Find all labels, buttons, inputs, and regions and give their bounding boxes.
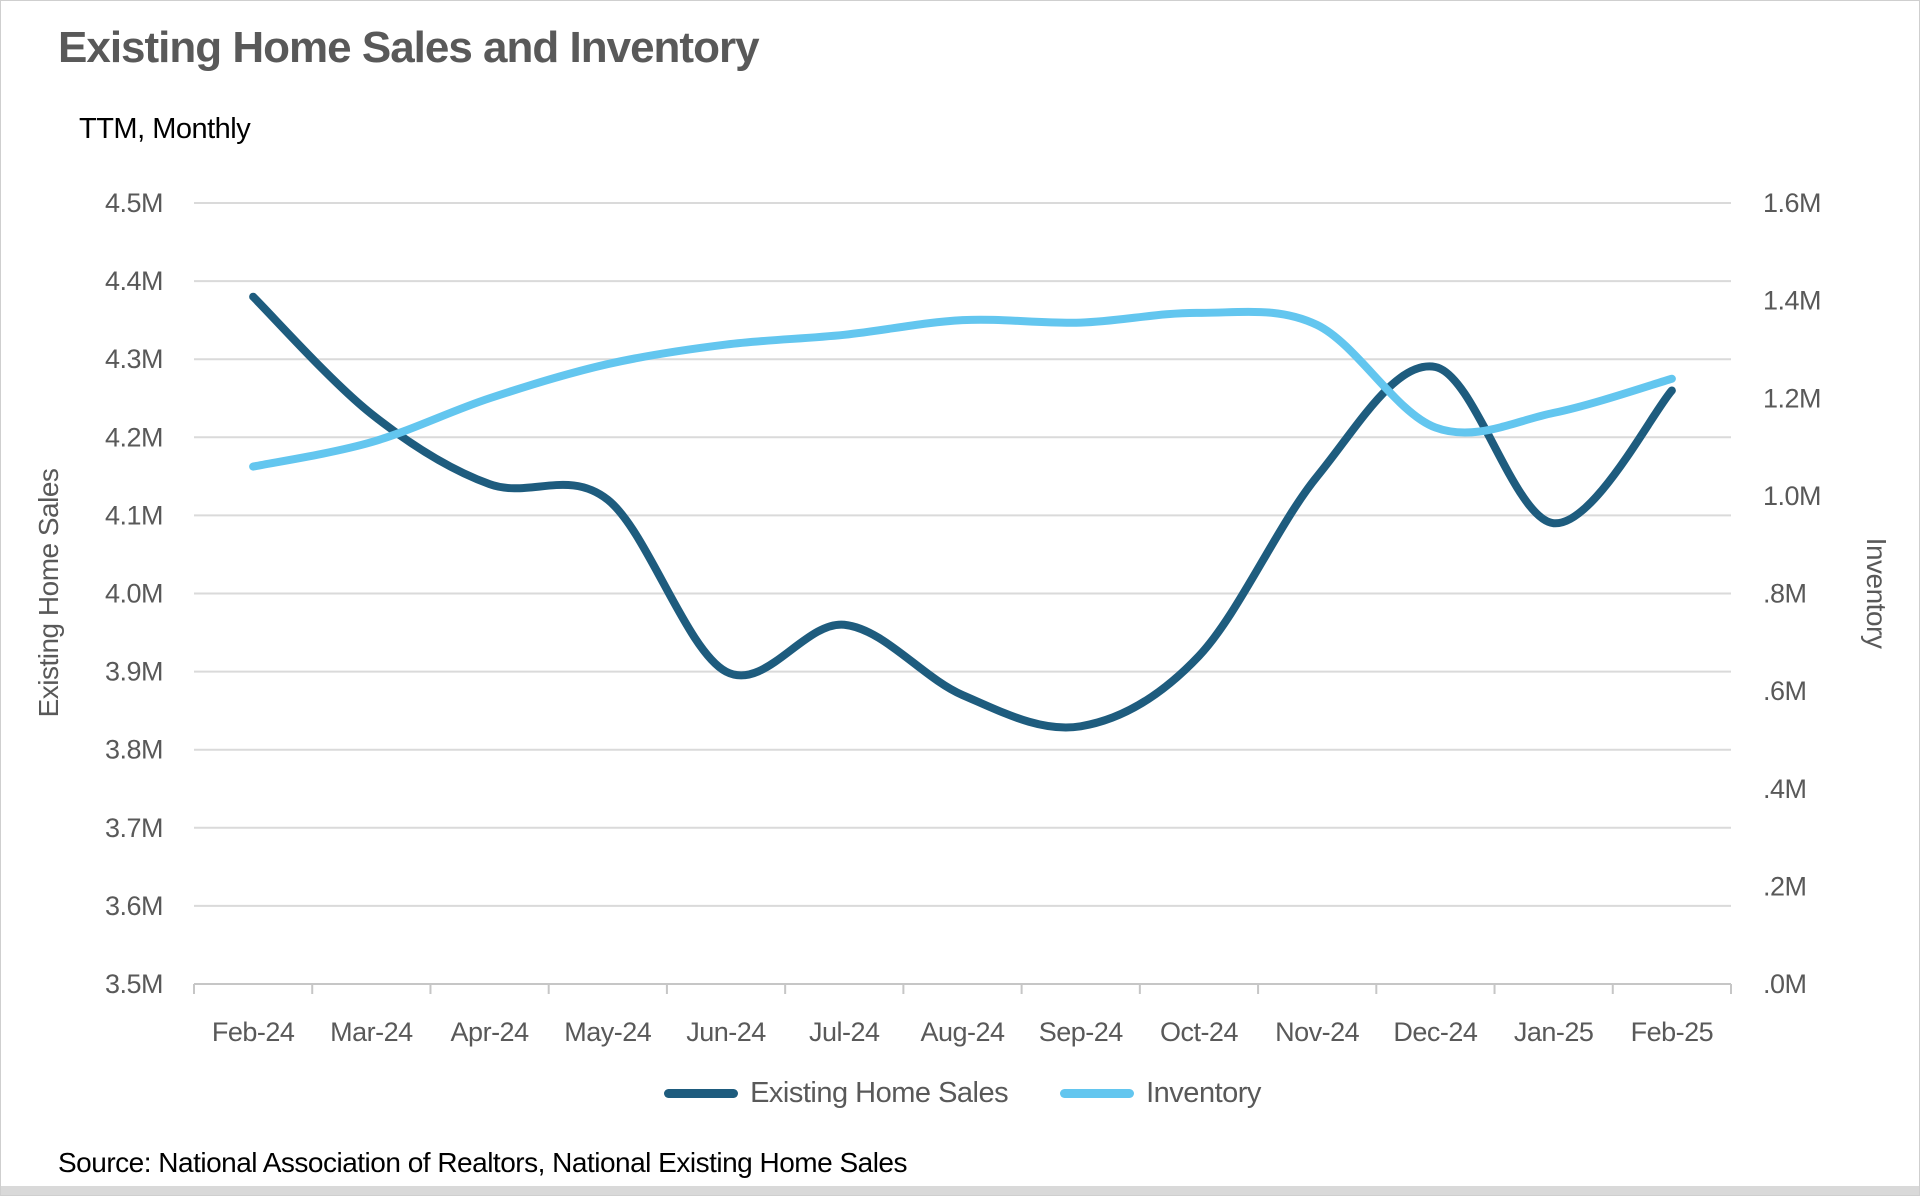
y-axis-tick-label-right: 1.0M — [1763, 481, 1821, 511]
x-axis-tick-label: Feb-24 — [212, 1017, 295, 1047]
y-axis-tick-label-left: 4.0M — [105, 579, 163, 609]
bottom-strip — [1, 1186, 1919, 1195]
y-axis-tick-label-right: 1.4M — [1763, 286, 1821, 316]
series-line-inventory — [249, 307, 1676, 471]
y-axis-tick-label-left: 3.9M — [105, 657, 163, 687]
x-axis-tick-label: May-24 — [564, 1017, 652, 1047]
y-axis-tick-label-left: 4.4M — [105, 266, 163, 296]
left-axis-title: Existing Home Sales — [33, 469, 64, 718]
y-axis-tick-label-left: 4.1M — [105, 500, 163, 530]
x-axis-tick-label: Oct-24 — [1160, 1017, 1239, 1047]
x-axis-tick-label: Jan-25 — [1514, 1017, 1594, 1047]
y-axis-tick-label-left: 3.7M — [105, 813, 163, 843]
legend-label: Inventory — [1146, 1076, 1261, 1109]
x-axis-tick-label: Feb-25 — [1631, 1017, 1714, 1047]
x-axis-tick-label: Sep-24 — [1039, 1017, 1124, 1047]
y-axis-tick-label-right: .0M — [1763, 969, 1807, 999]
y-axis-tick-label-right: .2M — [1763, 871, 1807, 901]
legend-swatch — [664, 1088, 739, 1098]
x-axis-tick-label: Mar-24 — [330, 1017, 413, 1047]
y-axis-tick-label-right: 1.2M — [1763, 383, 1821, 413]
legend-item-existing-home-sales: Existing Home Sales — [664, 1076, 1009, 1110]
chart-subtitle: TTM, Monthly — [79, 113, 251, 145]
source-note: Source: National Association of Realtors… — [58, 1147, 908, 1178]
y-axis-tick-label-left: 4.3M — [105, 344, 163, 374]
series-line-existing-home-sales — [249, 292, 1676, 732]
y-axis-tick-label-left: 4.2M — [105, 422, 163, 452]
chart-title: Existing Home Sales and Inventory — [58, 23, 760, 72]
x-axis-tick-label: Jul-24 — [809, 1017, 880, 1047]
x-axis-tick-label: Jun-24 — [686, 1017, 766, 1047]
y-axis-tick-label-right: .6M — [1763, 676, 1807, 706]
x-axis-tick-label: Nov-24 — [1275, 1017, 1360, 1047]
legend-label: Existing Home Sales — [750, 1076, 1009, 1109]
x-axis-tick-label: Aug-24 — [920, 1017, 1005, 1047]
legend-item-inventory: Inventory — [1060, 1077, 1261, 1110]
y-axis-tick-label-left: 3.5M — [105, 969, 163, 999]
y-axis-tick-label-left: 3.8M — [105, 735, 163, 765]
y-axis-tick-label-right: .4M — [1763, 774, 1807, 804]
right-axis-title: Inventory — [1861, 538, 1892, 649]
x-axis-tick-label: Apr-24 — [451, 1017, 530, 1047]
y-axis-tick-label-right: 1.6M — [1763, 188, 1821, 218]
y-axis-tick-label-left: 3.6M — [105, 891, 163, 921]
legend-swatch — [1060, 1088, 1135, 1098]
y-axis-tick-label-left: 4.5M — [105, 188, 163, 218]
chart-legend: Existing Home Sales Inventory — [194, 1073, 1731, 1113]
y-axis-tick-label-right: .8M — [1763, 579, 1807, 609]
x-axis-tick-label: Dec-24 — [1393, 1017, 1478, 1047]
